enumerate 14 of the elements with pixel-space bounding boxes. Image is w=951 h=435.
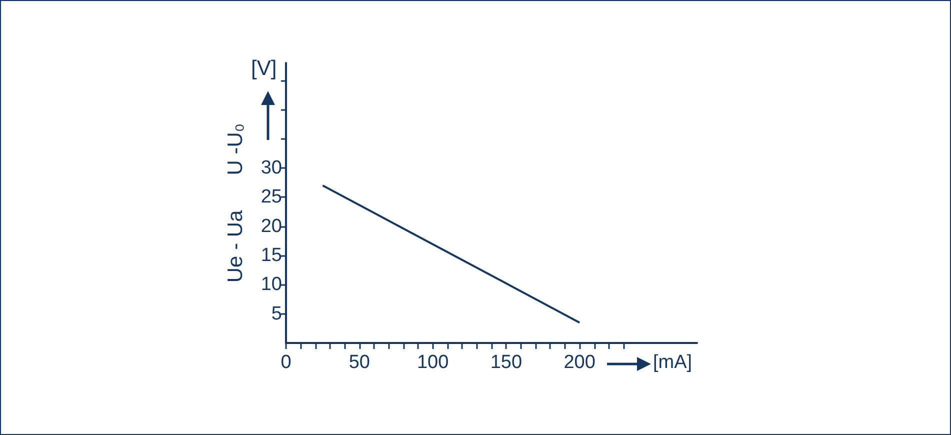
y-tick-label: 20: [260, 216, 282, 237]
y-tick-label: 15: [260, 245, 282, 266]
y-axis-title: Ue - Ua U -U₀: [224, 123, 247, 283]
x-tick-label: 50: [348, 352, 370, 373]
x-tick-label: 200: [564, 352, 596, 373]
text: [V]: [251, 57, 277, 80]
y-tick-label: 10: [260, 274, 282, 296]
x-axis-title: [mA]: [653, 352, 692, 373]
x-tick-label: 0: [280, 352, 292, 373]
x-tick-label: 100: [416, 352, 449, 373]
y-tick-label: 5: [271, 303, 282, 324]
y-tick-label: 30: [260, 158, 282, 178]
x-tick-label: 150: [490, 352, 522, 373]
y-tick-label: 25: [260, 186, 282, 208]
